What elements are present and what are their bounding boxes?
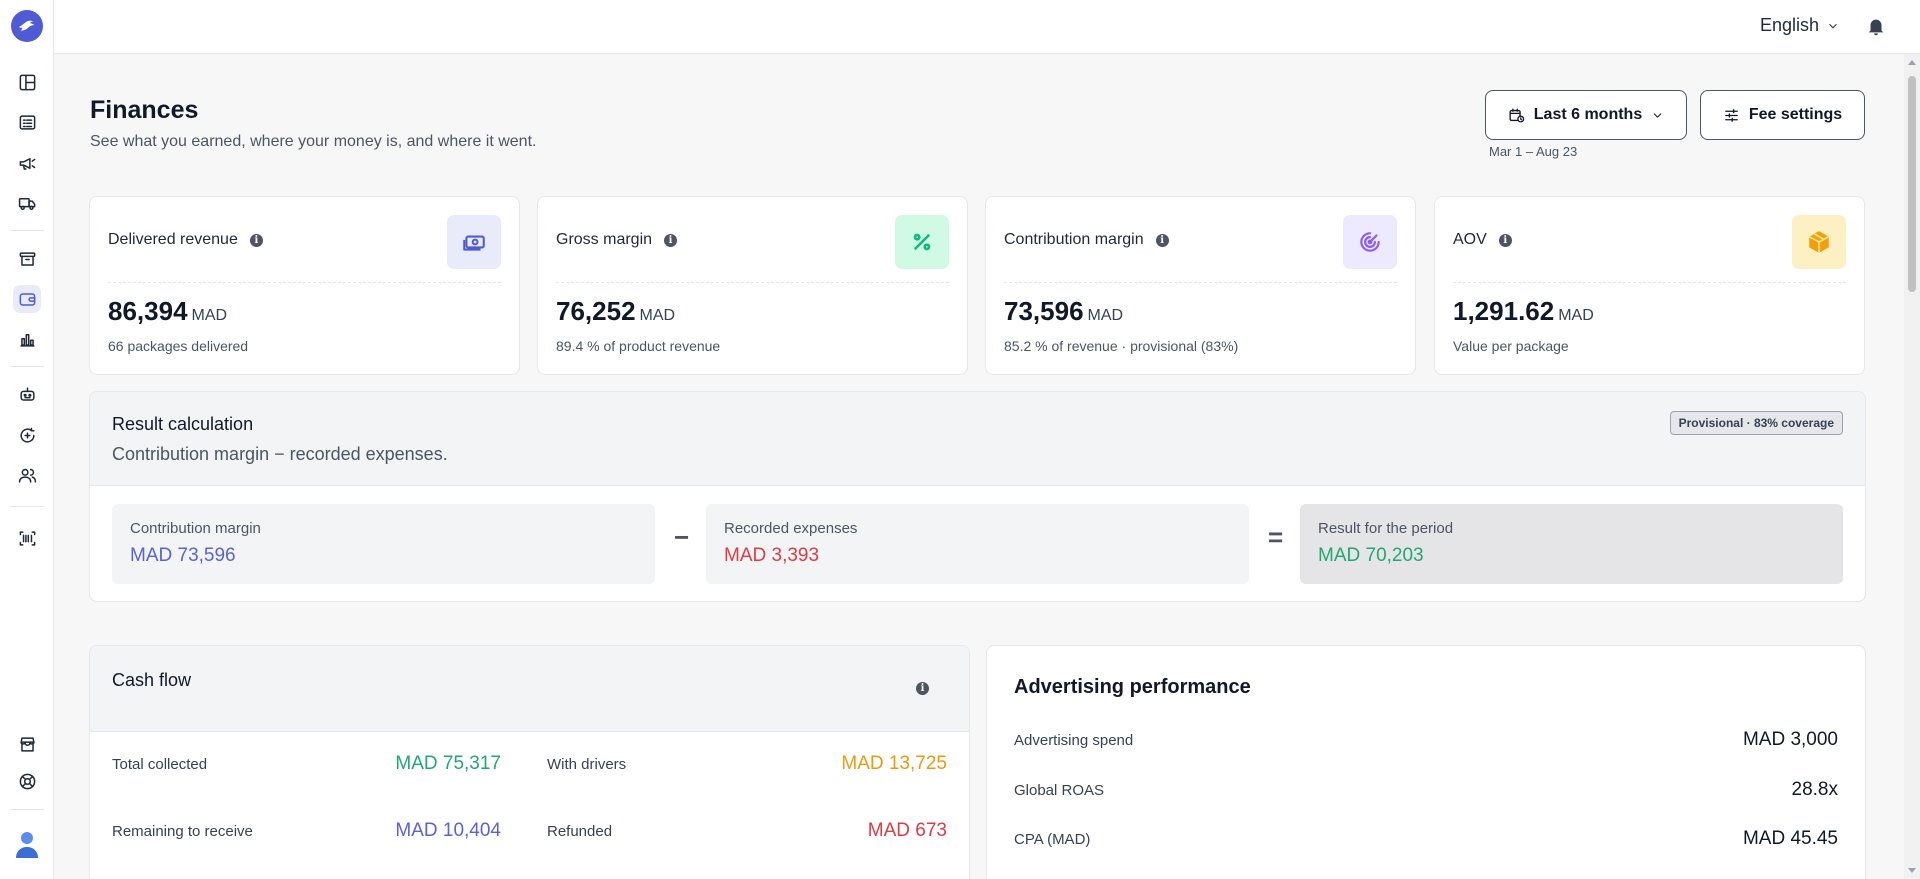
kpi-unit: MAD [639,307,676,324]
chevron-down-icon [1829,23,1837,29]
scroll-down-arrow-icon[interactable] [1908,868,1916,873]
kpi-label: Delivered revenue [108,231,238,248]
money-icon [447,215,501,269]
kpi-unit: MAD [191,307,228,324]
scroll-up-arrow-icon[interactable] [1908,60,1916,65]
orders-list-icon[interactable] [13,108,41,136]
package-icon [1792,215,1846,269]
sidebar [0,0,54,879]
result-calculation-title: Result calculation [112,414,254,434]
page-subtitle: See what you earned, where your money is… [90,133,537,150]
cash-flow-label: Refunded [547,823,613,840]
kpi-label: Gross margin [556,231,653,248]
ad-metric-value: 28.8x [1791,779,1838,800]
target-icon [1343,215,1397,269]
ad-metric-value: MAD 3,000 [1742,729,1838,750]
calc-value: MAD 73,596 [130,545,236,566]
ad-metric-value: MAD 45.45 [1742,828,1838,849]
advertising-performance-title: Advertising performance [1014,676,1251,698]
page-title: Finances [90,96,199,124]
megaphone-icon[interactable] [13,149,41,177]
chevron-down-icon [1653,112,1662,118]
user-avatar-icon[interactable] [13,829,41,859]
archive-icon[interactable] [13,245,41,273]
kpi-note: Value per package [1453,338,1569,354]
kpi-note: 89.4 % of product revenue [556,338,721,354]
logo-bird-icon[interactable] [11,10,43,42]
page-scrollbar[interactable] [1904,54,1920,879]
calc-label: Contribution margin [130,520,261,537]
result-calculation-header: Result calculation Contribution margin −… [90,392,1865,486]
cash-flow-value: MAD 673 [867,820,947,841]
date-range-text: Mar 1 – Aug 23 [1489,144,1578,159]
robot-icon[interactable] [13,380,41,408]
date-range-label: Last 6 months [1533,106,1643,123]
calc-contribution-margin: Contribution margin MAD 73,596 [112,504,655,584]
info-icon[interactable]: i [664,233,678,247]
calendar-clock-icon [1509,107,1525,123]
fee-settings-label: Fee settings [1748,106,1843,123]
kpi-value: 73,596 [1004,296,1084,326]
kpi-note: 85.2 % of revenue · provisional (83%) [1004,338,1239,354]
provisional-badge: Provisional · 83% coverage [1669,411,1843,435]
bell-icon[interactable] [1865,15,1887,37]
kpi-label: AOV [1453,231,1487,248]
language-label: English [1759,15,1819,35]
scrollbar-thumb[interactable] [1908,76,1916,292]
minus-operator: − [674,522,690,552]
kpi-card-gross-margin: Gross margin i 76,252 MAD 89.4 % of prod… [537,196,968,375]
calc-label: Recorded expenses [724,520,858,537]
ad-metric-label: Global ROAS [1014,782,1105,799]
cash-flow-value: MAD 13,725 [841,753,947,774]
cash-flow-title: Cash flow [112,670,192,690]
kpi-unit: MAD [1087,307,1124,324]
ad-metric-label: CPA (MAD) [1014,831,1091,848]
kpi-card-delivered-revenue: Delivered revenue i 86,394 MAD 66 packag… [89,196,520,375]
percent-icon [895,215,949,269]
cash-flow-card: Cash flow i Total collected MAD 75,317 W… [89,645,970,879]
kpi-value: 1,291.62 [1453,296,1555,326]
calc-result-for-period: Result for the period MAD 70,203 [1300,504,1843,584]
info-icon[interactable]: i [916,682,929,695]
ad-metric-label: Advertising spend [1014,732,1134,749]
kpi-card-contribution-margin: Contribution margin i 73,596 MAD 85.2 % … [985,196,1416,375]
equals-operator: = [1268,522,1284,552]
cash-flow-label: Remaining to receive [112,823,253,840]
barcode-scan-icon[interactable] [13,524,41,552]
topbar: English [54,0,1920,54]
calc-value: MAD 70,203 [1318,545,1424,566]
info-icon[interactable]: i [1498,233,1512,247]
cash-flow-header: Cash flow i [90,646,969,732]
support-icon[interactable] [13,767,41,795]
dashboard-icon[interactable] [13,68,41,96]
refresh-plus-icon[interactable] [13,421,41,449]
date-range-button[interactable]: Last 6 months [1485,90,1687,140]
cash-flow-value: MAD 75,317 [395,753,501,774]
calc-recorded-expenses: Recorded expenses MAD 3,393 [706,504,1249,584]
wallet-icon[interactable] [13,285,41,313]
info-icon[interactable]: i [1155,233,1169,247]
fee-settings-button[interactable]: Fee settings [1700,90,1865,140]
sliders-icon [1724,108,1738,122]
bar-chart-icon[interactable] [13,325,41,353]
cash-flow-value: MAD 10,404 [395,820,501,841]
language-selector[interactable]: English [1760,15,1840,36]
kpi-label: Contribution margin [1004,231,1144,248]
cash-flow-label: Total collected [112,756,208,773]
kpi-card-aov: AOV i 1,291.62 MAD Value per package [1434,196,1865,375]
result-calculation-card: Result calculation Contribution margin −… [89,391,1866,602]
kpi-value: 76,252 [556,296,636,326]
truck-icon[interactable] [13,189,41,217]
calc-label: Result for the period [1318,520,1454,537]
cash-flow-label: With drivers [547,756,627,773]
kpi-value: 86,394 [108,296,188,326]
users-icon[interactable] [13,461,41,489]
kpi-note: 66 packages delivered [108,338,249,354]
kpi-unit: MAD [1558,307,1594,324]
store-icon[interactable] [13,730,41,758]
info-icon[interactable]: i [249,233,263,247]
result-calculation-subtitle: Contribution margin − recorded expenses. [112,444,448,464]
calc-value: MAD 3,393 [724,545,820,566]
advertising-performance-card: Advertising performance Advertising spen… [986,645,1866,879]
